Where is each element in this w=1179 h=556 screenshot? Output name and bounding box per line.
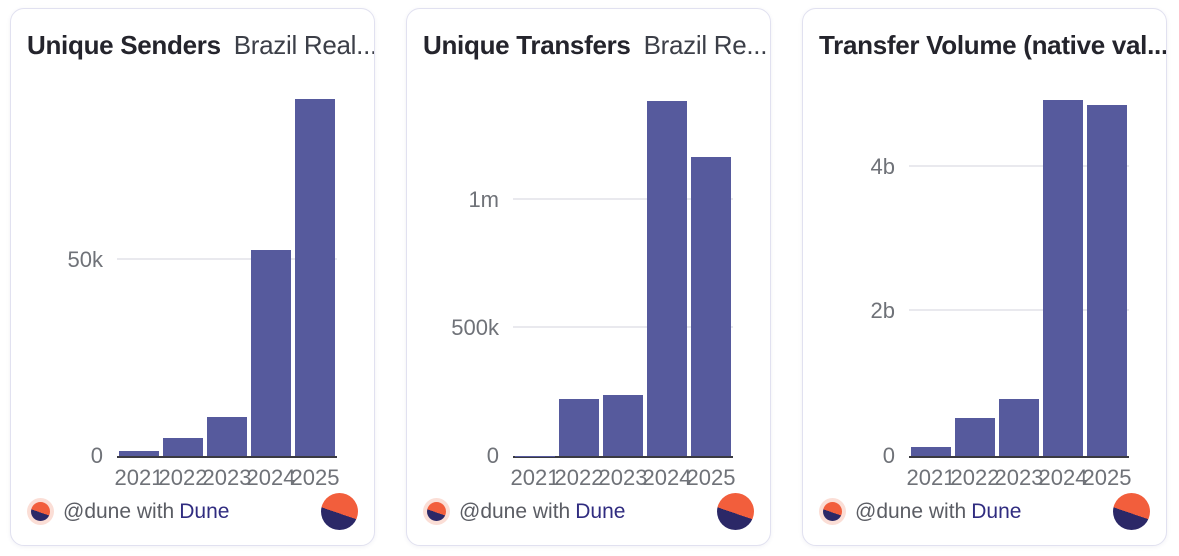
bar-2021[interactable] (911, 447, 951, 456)
y-axis-tick-label: 1m (468, 187, 499, 213)
bar-2021[interactable] (515, 455, 555, 456)
dune-logo-icon[interactable] (321, 493, 358, 530)
bar-2024[interactable] (251, 249, 291, 456)
chart-subtitle: Brazil Real... (233, 30, 374, 60)
bar-2023[interactable] (207, 416, 247, 456)
chart-footer: @dune with Dune (407, 493, 770, 545)
chart-subtitle: Brazil Re... (643, 30, 768, 60)
x-axis-tick-label: 2022 (950, 465, 1000, 490)
chart-header: Transfer Volume (native val... (803, 9, 1166, 61)
gridline (909, 309, 1129, 312)
x-axis-tick-label: 2024 (1038, 465, 1088, 490)
bar-2024[interactable] (1043, 100, 1083, 456)
chart-title: Transfer Volume (native val... (819, 30, 1166, 60)
bar-2024[interactable] (647, 100, 687, 456)
dune-logo-halo (819, 498, 846, 525)
attribution-prefix: @dune with (855, 499, 967, 523)
chart-header: Unique Transfers Brazil Re... (407, 9, 770, 61)
bar-2025[interactable] (691, 156, 731, 456)
chart-card-transfer-volume: Transfer Volume (native val... 0 2b 4b 202… (802, 8, 1167, 546)
dune-logo-icon[interactable] (717, 493, 754, 530)
bar-2023[interactable] (603, 395, 643, 456)
x-axis-tick-label: 2025 (1082, 465, 1132, 490)
gridline (909, 164, 1129, 167)
dune-logo-icon (823, 502, 842, 521)
y-axis-tick-label: 0 (486, 443, 499, 468)
dune-link[interactable]: Dune (179, 499, 230, 523)
chart-footer: @dune with Dune (803, 493, 1166, 545)
x-axis-tick-label: 2021 (114, 465, 164, 490)
x-axis-tick-label: 2023 (598, 465, 648, 490)
bar-chart-unique-transfers: 0 500k 1m (451, 93, 733, 468)
x-axis-tick-label: 2021 (906, 465, 956, 490)
x-axis-labels: 2021 2022 2023 2024 2025 (906, 465, 1132, 493)
attribution-text: @dune with Dune (63, 500, 229, 524)
x-axis-tick-label: 2022 (158, 465, 208, 490)
x-axis-labels: 2021 2022 2023 2024 2025 (510, 465, 736, 493)
dune-logo-icon (427, 502, 446, 521)
x-axis-tick-label: 2023 (202, 465, 252, 490)
y-axis-tick-label: 2b (870, 298, 895, 324)
x-axis-tick-label: 2024 (642, 465, 692, 490)
y-axis-tick-label: 500k (451, 315, 499, 341)
x-axis-labels: 2021 2022 2023 2024 2025 (114, 465, 340, 493)
bar-chart-unique-senders: 0 50k (68, 93, 337, 468)
dune-link[interactable]: Dune (575, 499, 626, 523)
x-axis-tick-label: 2021 (510, 465, 560, 490)
bar-2022[interactable] (559, 399, 599, 456)
dune-logo-halo (27, 498, 54, 525)
x-axis-tick-label: 2025 (290, 465, 340, 490)
chart-card-unique-senders: Unique Senders Brazil Real... 0 50k 2021 20… (10, 8, 375, 546)
x-axis-tick-label: 2025 (686, 465, 736, 490)
attribution-prefix: @dune with (63, 499, 175, 523)
gridline (513, 198, 733, 201)
dune-logo-halo (423, 498, 450, 525)
bar-2025[interactable] (295, 98, 335, 456)
gridline (117, 257, 337, 260)
x-axis-tick-label: 2023 (994, 465, 1044, 490)
attribution-text: @dune with Dune (855, 500, 1021, 524)
y-axis-tick-label: 0 (882, 443, 895, 468)
x-axis-tick-label: 2024 (246, 465, 296, 490)
bar-2021[interactable] (119, 450, 159, 456)
y-axis-tick-label: 4b (870, 153, 895, 179)
bar-2025[interactable] (1087, 104, 1127, 456)
attribution-text: @dune with Dune (459, 500, 625, 524)
bar-2022[interactable] (163, 438, 203, 456)
x-axis-tick-label: 2022 (554, 465, 604, 490)
attribution-prefix: @dune with (459, 499, 571, 523)
chart-card-unique-transfers: Unique Transfers Brazil Re... 0 500k 1m 202… (406, 8, 771, 546)
gridline (513, 326, 733, 329)
bar-chart-transfer-volume: 0 2b 4b (871, 93, 1129, 468)
chart-header: Unique Senders Brazil Real... (11, 9, 374, 61)
chart-title: Unique Transfers (423, 30, 631, 60)
dune-logo-icon (31, 502, 50, 521)
bar-2023[interactable] (999, 398, 1039, 456)
bar-2022[interactable] (955, 417, 995, 456)
y-axis-tick-label: 50k (67, 246, 103, 272)
dune-logo-icon[interactable] (1113, 493, 1150, 530)
y-axis-tick-label: 0 (90, 443, 103, 468)
chart-title: Unique Senders (27, 30, 221, 60)
chart-footer: @dune with Dune (11, 493, 374, 545)
dune-link[interactable]: Dune (971, 499, 1022, 523)
